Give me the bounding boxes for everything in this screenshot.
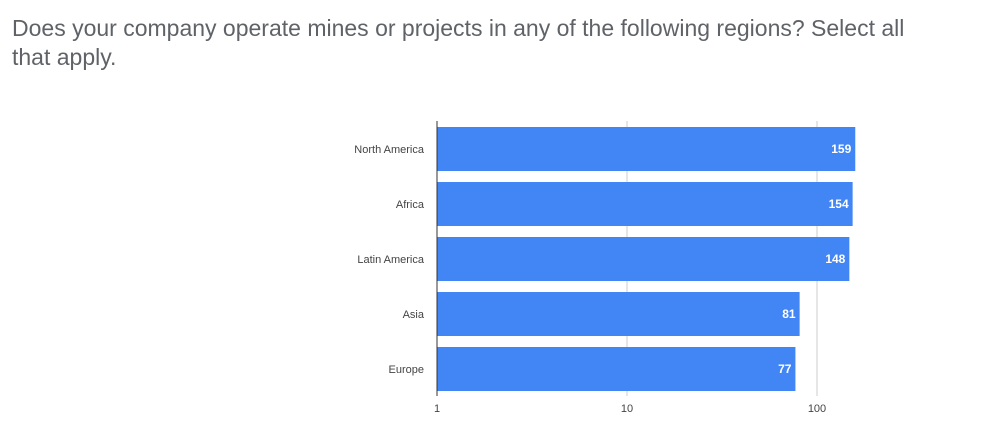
category-label: Europe xyxy=(389,364,424,376)
data-label: 154 xyxy=(829,197,849,211)
bars: 159 154 148 81 77 xyxy=(437,127,856,391)
chart-title: Does your company operate mines or proje… xyxy=(12,15,905,70)
bar[interactable] xyxy=(437,237,850,281)
category-label: Africa xyxy=(396,199,425,211)
category-labels: North America Africa Latin America Asia Euro… xyxy=(354,144,425,376)
bar[interactable] xyxy=(437,127,856,171)
data-label: 77 xyxy=(778,362,792,376)
x-axis-ticks: 1 10 100 xyxy=(434,403,826,415)
category-label: Latin America xyxy=(357,254,425,266)
bar[interactable] xyxy=(437,292,800,336)
x-tick-label: 100 xyxy=(808,403,826,415)
category-label: North America xyxy=(354,144,425,156)
x-tick-label: 10 xyxy=(621,403,633,415)
category-label: Asia xyxy=(403,309,425,321)
data-label: 81 xyxy=(782,307,796,321)
x-tick-label: 1 xyxy=(434,403,440,415)
bar[interactable] xyxy=(437,182,853,226)
bar[interactable] xyxy=(437,347,796,391)
data-label: 159 xyxy=(831,142,851,156)
data-label: 148 xyxy=(825,252,845,266)
